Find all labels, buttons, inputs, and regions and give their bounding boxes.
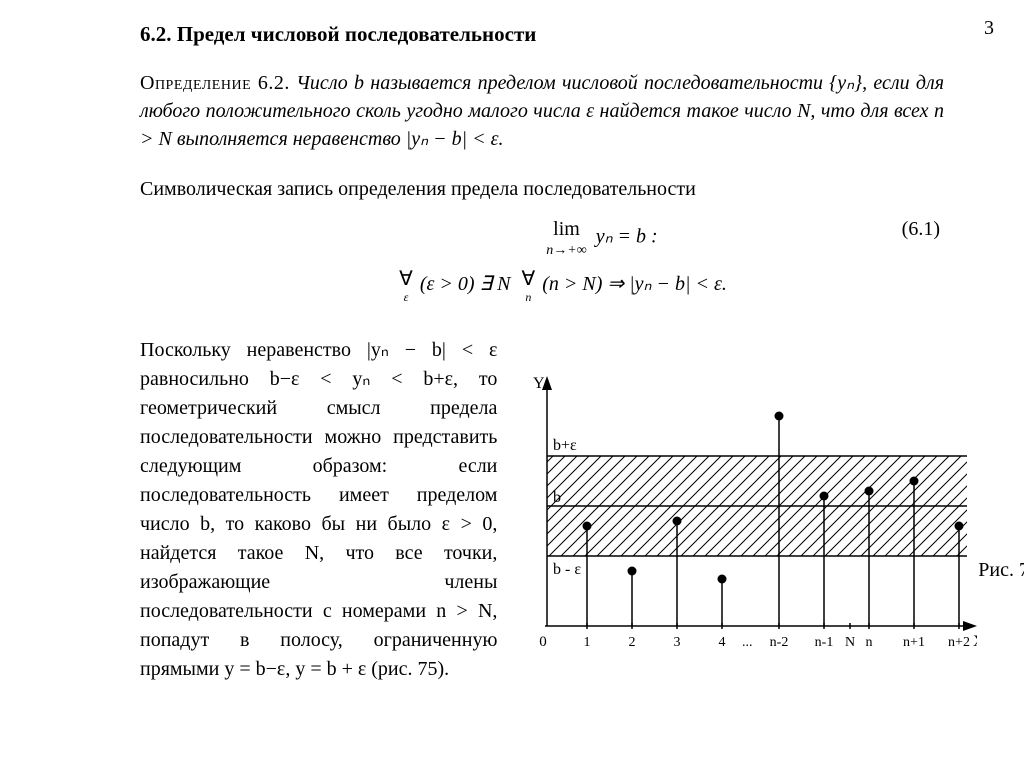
svg-text:4: 4 xyxy=(719,635,726,650)
svg-text:Y: Y xyxy=(533,375,545,392)
svg-text:3: 3 xyxy=(674,635,681,650)
svg-text:b - ε: b - ε xyxy=(553,561,581,578)
page-number: 3 xyxy=(984,14,994,42)
symbolic-intro: Символическая запись определения предела… xyxy=(140,175,944,203)
section-title: 6.2. Предел числовой последовательности xyxy=(140,20,984,49)
eq-lim-under: n→+∞ xyxy=(546,241,586,261)
svg-text:n+2: n+2 xyxy=(948,635,970,650)
svg-text:n+1: n+1 xyxy=(903,635,925,650)
svg-text:...: ... xyxy=(742,635,753,650)
svg-text:n-1: n-1 xyxy=(815,635,834,650)
svg-text:n: n xyxy=(866,635,873,650)
left-paragraph: Поскольку неравенство |yₙ − b| < ε равно… xyxy=(140,336,517,684)
definition-label: Определение 6.2. xyxy=(140,72,290,94)
figure-caption: Рис. 75. xyxy=(978,556,1024,584)
sequence-limit-diagram: Y Xb+ε b b - ε 0 1 2 3 4 n-2 n-1 Nn n+1 n+2... xyxy=(517,336,977,656)
equation-tag: (6.1) xyxy=(902,215,940,243)
svg-text:X: X xyxy=(973,633,977,650)
svg-text:n-2: n-2 xyxy=(770,635,789,650)
definition-paragraph: Определение 6.2. Число b называется пред… xyxy=(140,69,944,153)
svg-text:N: N xyxy=(845,635,855,650)
svg-text:0: 0 xyxy=(540,634,548,650)
svg-text:2: 2 xyxy=(629,635,636,650)
svg-text:b+ε: b+ε xyxy=(553,437,577,454)
eq-rhs: yₙ = b : xyxy=(596,226,658,248)
equation-block: lim n→+∞ yₙ = b : ∀ ε (ε > 0) ∃ N ∀ n (n… xyxy=(140,215,984,305)
eq-part1: (ε > 0) ∃ N xyxy=(420,273,511,295)
svg-text:1: 1 xyxy=(584,635,591,650)
eq-part2: (n > N) ⇒ |yₙ − b| < ε. xyxy=(542,273,727,295)
eq-lim: lim xyxy=(546,215,586,243)
svg-text:b: b xyxy=(553,489,561,506)
